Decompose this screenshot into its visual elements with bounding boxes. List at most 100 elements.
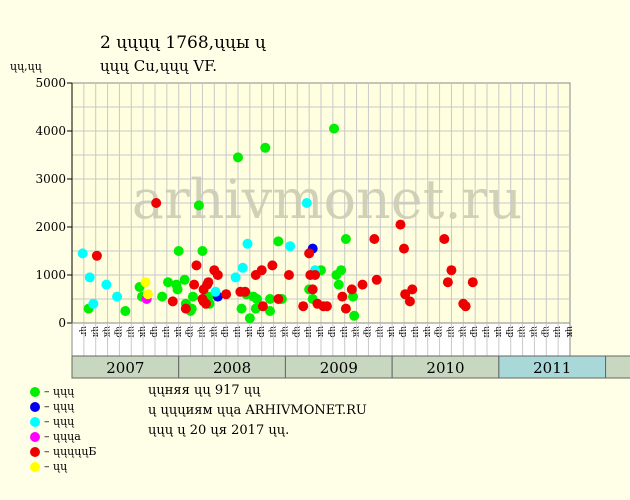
data-point	[395, 219, 406, 230]
month-label: ųр	[291, 326, 301, 338]
data-point	[301, 198, 312, 208]
month-label: ųк	[280, 326, 290, 338]
data-point	[446, 265, 457, 276]
data-point	[340, 234, 351, 244]
data-point	[151, 198, 162, 208]
month-label: ųн	[161, 326, 171, 338]
month-label: ųр	[327, 326, 337, 338]
year-label: 2011	[533, 359, 571, 377]
data-point	[230, 272, 241, 283]
data-point	[140, 277, 151, 288]
x-axis-years: 2007200820092010201120122013201420152016	[71, 355, 630, 379]
year-label: 2010	[426, 359, 464, 377]
note-average-price: ųųняя ųų 917 ųų	[148, 383, 261, 398]
y-tick-label: 3000	[35, 172, 66, 186]
legend-label: – ųųų	[44, 385, 75, 398]
data-point	[439, 234, 450, 244]
data-point	[442, 277, 453, 288]
month-label: ųк	[422, 326, 432, 338]
month-label: ųн	[197, 326, 207, 338]
data-point	[233, 152, 243, 163]
month-label: ųн	[339, 326, 349, 338]
month-label: ųр	[540, 326, 550, 338]
data-point	[257, 301, 268, 312]
month-label: ųн	[446, 326, 456, 338]
month-label: ųк	[208, 326, 218, 338]
data-point	[120, 306, 131, 316]
data-point	[307, 284, 318, 295]
month-label: ųр	[398, 326, 408, 338]
data-point	[407, 284, 418, 295]
month-label: ųн	[481, 326, 491, 338]
month-label: ųк	[493, 326, 503, 338]
month-label: ųн	[552, 326, 562, 338]
month-label: ųр	[363, 326, 373, 338]
data-points	[77, 123, 478, 324]
data-point	[221, 289, 232, 300]
data-point	[369, 234, 380, 244]
legend-swatch	[30, 432, 40, 442]
y-tick-label: 1000	[35, 268, 66, 282]
data-point	[336, 265, 347, 276]
x-axis-months: ųг ųя ųк ųр ųн ųк ųр ųн ųк ųр ųн ųк ųр ųн ųк ųр ųн ųк ųр ųн…	[71, 322, 574, 357]
month-label: ųн	[374, 326, 384, 338]
data-point	[91, 250, 102, 261]
month-label: ųк	[386, 326, 396, 338]
month-label: ųк	[173, 326, 183, 338]
data-point	[210, 286, 221, 297]
data-point	[179, 274, 190, 285]
legend-swatch	[30, 387, 40, 397]
month-label: ųн	[410, 326, 420, 338]
data-point	[173, 246, 184, 256]
data-point	[260, 142, 271, 153]
data-point	[329, 123, 340, 134]
month-label: ųк	[351, 326, 361, 338]
note-date: ųųų ų 20 ųя 2017 ųų.	[148, 423, 290, 438]
data-point	[200, 298, 211, 309]
data-point	[197, 246, 208, 256]
data-point	[142, 289, 153, 300]
legend-label: – ųų	[44, 460, 68, 473]
data-point	[244, 313, 255, 324]
year-label: 2009	[320, 359, 358, 377]
data-point	[242, 238, 253, 249]
legend-label: – ųųųа	[44, 430, 81, 443]
month-label: ųг	[78, 326, 88, 337]
chart-title: 2 ųųųų 1768,ųųы ų	[100, 33, 266, 53]
month-label: ųк	[564, 326, 574, 338]
month-label: ųр	[256, 326, 266, 338]
data-point	[298, 301, 309, 312]
data-point	[88, 298, 99, 309]
data-point	[193, 200, 204, 211]
data-point	[340, 303, 351, 314]
month-label: ųр	[434, 326, 444, 338]
data-point	[349, 310, 360, 321]
data-point	[265, 306, 276, 316]
data-point	[163, 277, 174, 288]
month-label: ųк	[137, 326, 147, 338]
data-point	[273, 294, 284, 304]
month-label: ųр	[114, 326, 124, 338]
data-point	[256, 265, 267, 276]
data-point	[191, 260, 202, 271]
data-point	[101, 279, 112, 290]
month-label: ųр	[505, 326, 515, 338]
month-label: ųк	[529, 326, 539, 338]
month-label: ųр	[220, 326, 230, 338]
y-tick-label: 0	[58, 316, 66, 330]
month-label: ųр	[185, 326, 195, 338]
month-label: ųн	[232, 326, 242, 338]
legend-swatch	[30, 462, 40, 472]
y-tick-label: 5000	[35, 76, 66, 90]
legend-swatch	[30, 447, 40, 457]
data-point	[187, 291, 198, 302]
data-point	[404, 296, 415, 307]
data-point	[180, 303, 191, 314]
month-label: ųн	[303, 326, 313, 338]
note-source: ų ųųųиям ųųа ARHIVMONET.RU	[148, 403, 367, 418]
month-label: ųр	[469, 326, 479, 338]
year-cell	[605, 355, 630, 379]
data-point	[237, 262, 248, 273]
data-point	[251, 294, 262, 304]
legend-swatch	[30, 402, 40, 412]
